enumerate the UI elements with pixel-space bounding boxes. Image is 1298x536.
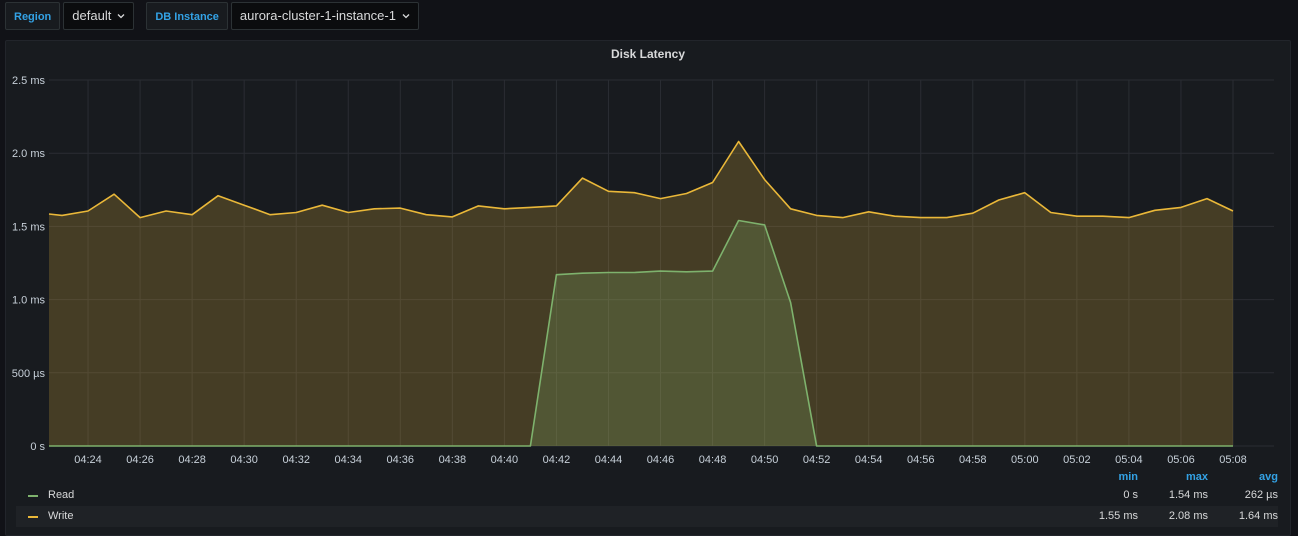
x-tick-label: 04:30 [230, 454, 258, 466]
x-tick-label: 04:48 [699, 454, 727, 466]
x-tick-label: 05:06 [1167, 454, 1195, 466]
x-tick-label: 04:32 [282, 454, 310, 466]
chevron-down-icon [402, 13, 410, 19]
series-color-swatch[interactable] [28, 515, 38, 518]
legend-series-name[interactable]: Read [48, 489, 75, 501]
series-read-area [49, 220, 1233, 446]
panel-title[interactable]: Disk Latency [610, 47, 686, 61]
y-tick-label: 2.0 ms [12, 148, 46, 160]
series-read-line [49, 219, 1233, 447]
legend-header-min[interactable]: min [1118, 471, 1138, 483]
legend-read-max: 1.54 ms [1168, 489, 1208, 501]
legend-series-write: Write [16, 506, 1068, 527]
disk-latency-chart[interactable]: 0 s 500 µs 1.0 ms 1.5 ms 2.0 ms 2.5 ms 04:24 04… [6, 41, 1292, 466]
legend-write-min: 1.55 ms [1098, 510, 1138, 522]
legend-row-write[interactable]: Write 1.55 ms 2.08 ms 1.64 ms [16, 506, 1278, 527]
x-tick-label: 04:24 [74, 454, 102, 466]
x-tick-label: 05:00 [1011, 454, 1039, 466]
x-tick-label: 05:04 [1115, 454, 1143, 466]
x-tick-label: 05:08 [1219, 454, 1247, 466]
x-tick-label: 04:42 [543, 454, 571, 466]
y-tick-label: 500 µs [12, 368, 46, 380]
legend-series-name[interactable]: Write [48, 510, 74, 522]
db-instance-select-value: aurora-cluster-1-instance-1 [239, 8, 396, 23]
x-tick-label: 04:46 [647, 454, 675, 466]
region-variable-label: Region [5, 2, 61, 30]
legend-write-max: 2.08 ms [1168, 510, 1208, 522]
x-tick-label: 04:26 [126, 454, 154, 466]
x-tick-label: 04:58 [959, 454, 987, 466]
x-tick-label: 04:52 [803, 454, 831, 466]
legend-header-avg[interactable]: avg [1259, 471, 1278, 483]
x-tick-label: 04:28 [178, 454, 206, 466]
legend-series-read: Read [16, 485, 1068, 506]
region-select-value: default [72, 8, 112, 23]
disk-latency-panel: Disk Latency 0 s 500 µs 1.0 ms 1.5 ms 2.0 ms… [5, 40, 1291, 536]
x-tick-label: 04:54 [855, 454, 883, 466]
variables-bar: Region default DB Instance aurora-cluste… [5, 2, 419, 30]
legend-row-read[interactable]: Read 0 s 1.54 ms 262 µs [16, 485, 1278, 506]
y-tick-label: 2.5 ms [12, 75, 46, 87]
x-tick-label: 04:50 [751, 454, 779, 466]
db-instance-select[interactable]: aurora-cluster-1-instance-1 [230, 2, 419, 30]
x-tick-label: 04:34 [334, 454, 362, 466]
legend-read-min: 0 s [1123, 489, 1138, 501]
legend-header-max[interactable]: max [1185, 471, 1208, 483]
x-tick-label: 04:38 [439, 454, 467, 466]
x-tick-label: 05:02 [1063, 454, 1091, 466]
series-write-line [48, 140, 1234, 219]
y-tick-label: 1.0 ms [12, 295, 46, 307]
series-color-swatch[interactable] [28, 494, 38, 497]
legend-table: min max avg Read 0 s 1.54 ms 262 µs Writ… [16, 469, 1278, 527]
y-tick-label: 0 s [30, 441, 45, 453]
x-tick-label: 04:56 [907, 454, 935, 466]
legend-header: min max avg [16, 469, 1278, 485]
legend-read-avg: 262 µs [1244, 489, 1278, 501]
region-select[interactable]: default [63, 2, 135, 30]
x-tick-label: 04:40 [491, 454, 519, 466]
x-tick-label: 04:44 [595, 454, 623, 466]
x-tick-label: 04:36 [387, 454, 415, 466]
legend-write-avg: 1.64 ms [1238, 510, 1278, 522]
db-instance-variable-label: DB Instance [146, 2, 228, 30]
chevron-down-icon [117, 13, 125, 19]
y-tick-label: 1.5 ms [12, 221, 46, 233]
